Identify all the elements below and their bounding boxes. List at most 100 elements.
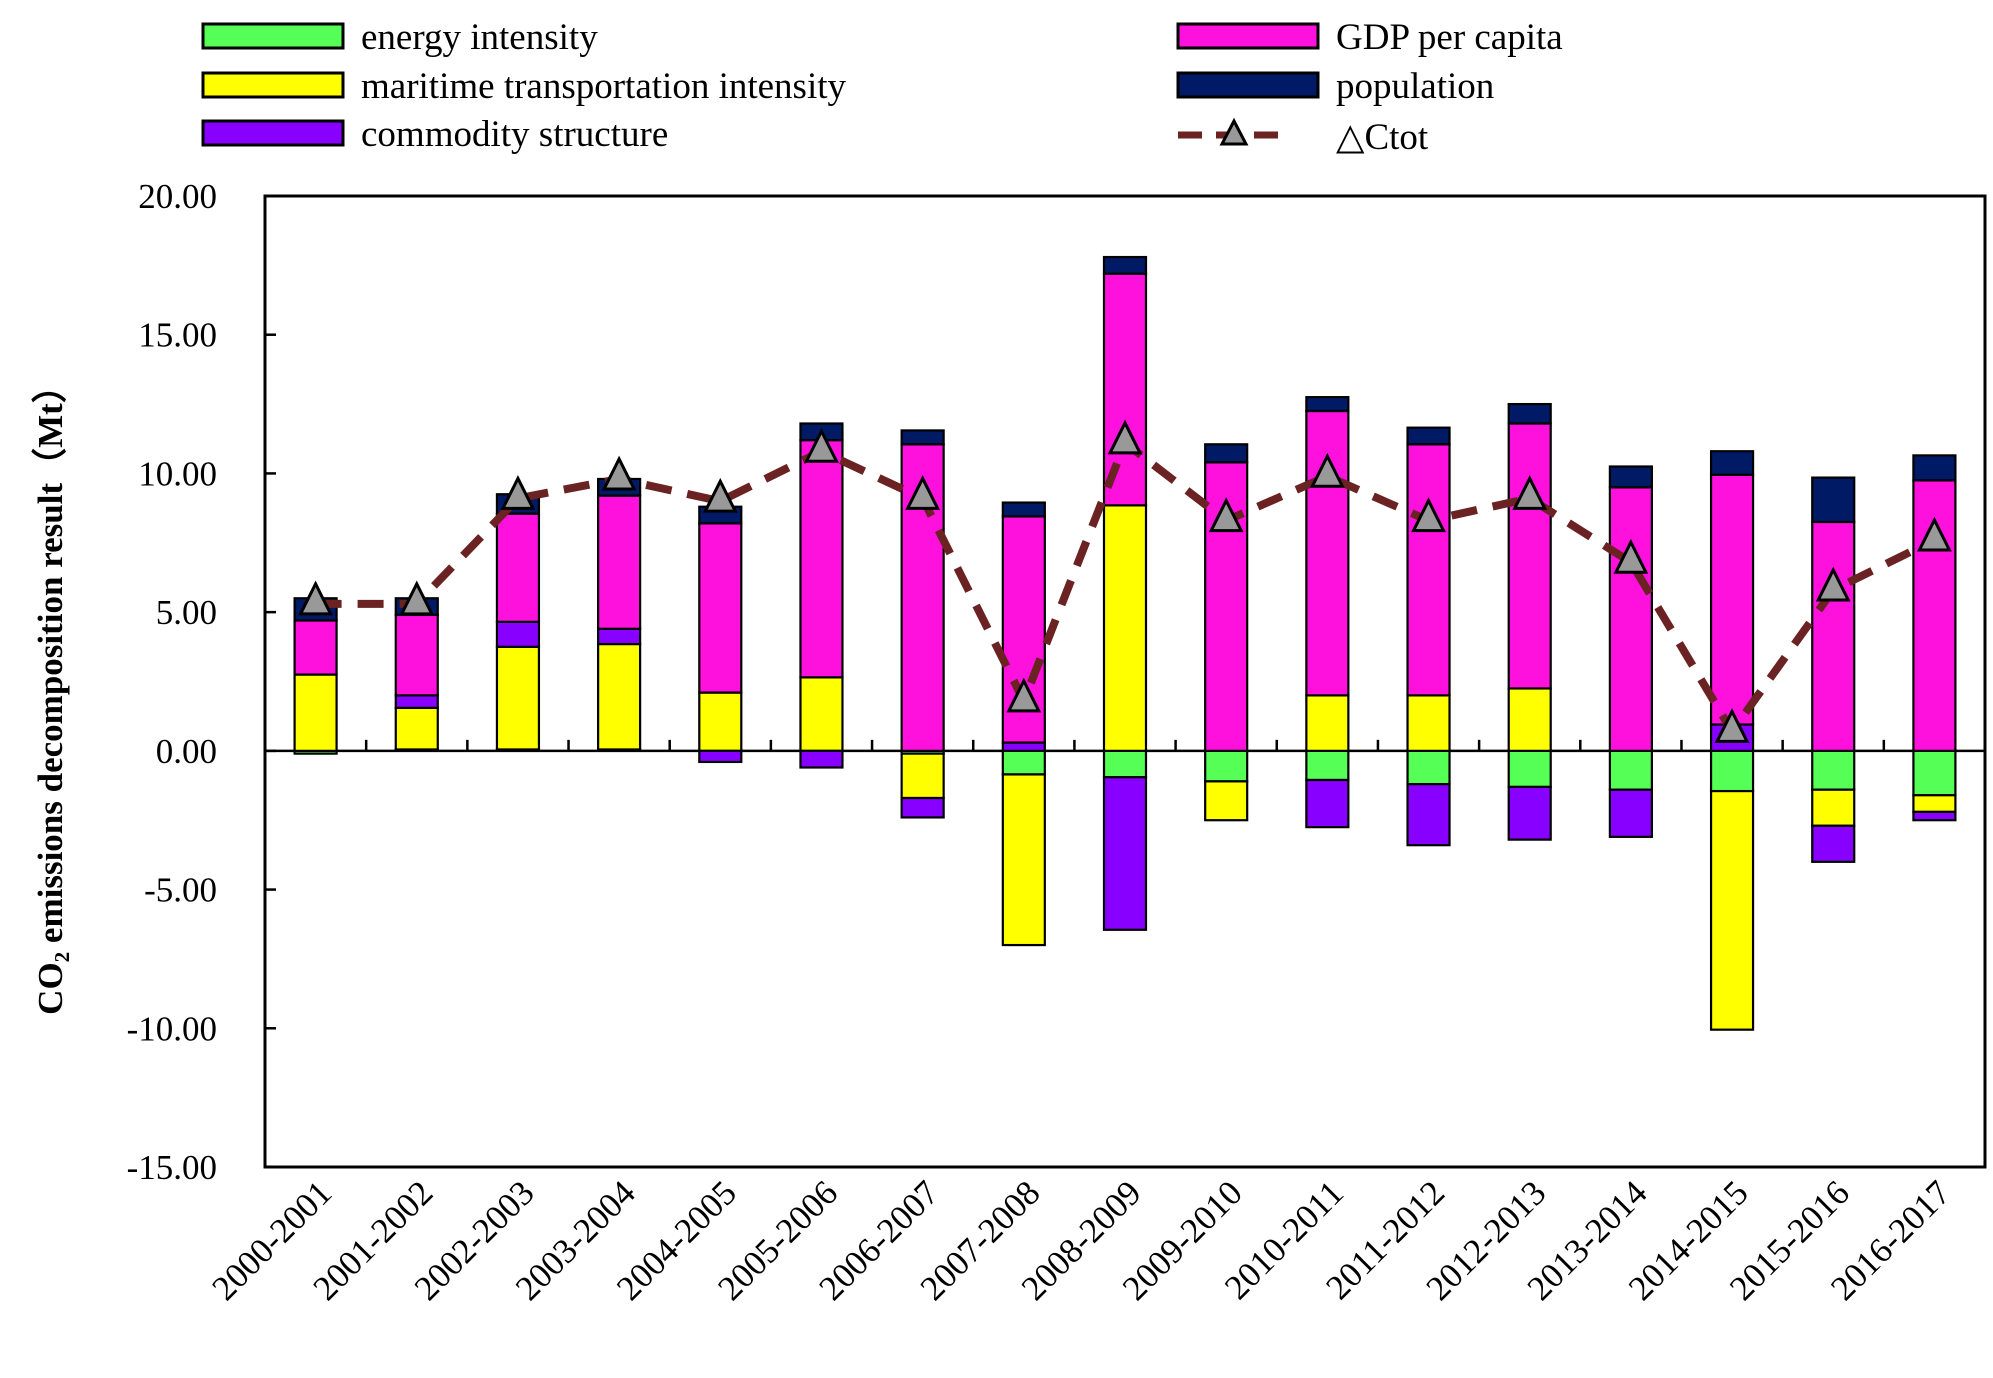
bar-energy-intensity-2012-2013	[1507, 749, 1552, 789]
bar-maritime-transportation-intensity-2000-2001	[293, 673, 338, 752]
legend-label-commodity-structure: commodity structure	[361, 114, 668, 155]
bar-commodity-structure-2001-2002	[394, 694, 439, 709]
y-tick-label: 15.00	[138, 316, 217, 355]
bar-GDP-per-capita-2002-2003	[495, 512, 541, 623]
ctot-marker-2001-2002	[399, 580, 435, 616]
bar-population-2006-2007	[900, 429, 945, 446]
bar-maritime-transportation-intensity-2009-2010	[1204, 780, 1249, 822]
bar-commodity-structure-2008-2009	[1102, 776, 1148, 931]
bar-energy-intensity-2013-2014	[1608, 749, 1653, 791]
y-tick-label: 20.00	[138, 177, 217, 216]
ctot-marker-2011-2012	[1411, 497, 1446, 533]
ctot-marker-2014-2015	[1714, 708, 1750, 743]
bar-commodity-structure-2016-2017	[1912, 810, 1957, 822]
bar-maritime-transportation-intensity-2007-2008	[1001, 773, 1046, 947]
legend-swatch-maritime-transportation-intensity	[201, 71, 345, 99]
y-axis-title-layer: CO₂ emissions decomposition result（Mt）	[31, 368, 70, 1015]
y-tick-label: -10.00	[127, 1009, 217, 1048]
bar-commodity-structure-2007-2008	[1001, 741, 1046, 752]
bar-population-2016-2017	[1912, 454, 1957, 482]
bar-population-2015-2016	[1811, 476, 1856, 524]
y-axis-title: CO₂ emissions decomposition result（Mt）	[31, 368, 70, 1015]
bar-population-2011-2012	[1406, 426, 1451, 446]
ctot-marker-2013-2014	[1613, 538, 1649, 574]
bar-GDP-per-capita-2014-2015	[1709, 473, 1755, 726]
bar-commodity-structure-2003-2004	[597, 627, 642, 646]
bar-GDP-per-capita-2005-2006	[799, 439, 844, 679]
bar-energy-intensity-2007-2008	[1001, 749, 1046, 776]
bar-GDP-per-capita-2013-2014	[1608, 486, 1653, 752]
ctot-marker-2010-2011	[1309, 452, 1345, 488]
bar-commodity-structure-2011-2012	[1406, 783, 1451, 847]
ctot-marker-2004-2005	[702, 477, 738, 513]
y-tick-label: 0.00	[156, 732, 217, 771]
bar-maritime-transportation-intensity-2006-2007	[900, 752, 945, 800]
bar-commodity-structure-2015-2016	[1811, 824, 1856, 863]
bar-maritime-transportation-intensity-2008-2009	[1102, 504, 1148, 752]
bar-maritime-transportation-intensity-2002-2003	[495, 645, 541, 751]
bar-population-2010-2011	[1305, 396, 1350, 413]
ctot-marker-2002-2003	[500, 475, 536, 510]
ctot-marker-2008-2009	[1107, 419, 1143, 455]
bar-energy-intensity-2008-2009	[1102, 749, 1148, 779]
legend-swatch-ctot-marker	[1219, 117, 1249, 146]
bar-population-2013-2014	[1608, 465, 1653, 489]
ctot-marker-2009-2010	[1208, 497, 1244, 533]
legend-swatch-commodity-structure	[201, 119, 345, 147]
bar-population-2008-2009	[1102, 255, 1148, 275]
ctot-marker-2007-2008	[1006, 677, 1042, 713]
bar-energy-intensity-2010-2011	[1305, 749, 1350, 782]
bar-GDP-per-capita-2004-2005	[698, 522, 743, 694]
y-tick-label: 10.00	[138, 454, 217, 493]
ctot-marker-2005-2006	[804, 427, 839, 463]
plot-frame	[263, 194, 1987, 1169]
bar-maritime-transportation-intensity-2014-2015	[1709, 789, 1755, 1031]
y-tick-label: -15.00	[127, 1148, 217, 1187]
bar-energy-intensity-2016-2017	[1912, 749, 1957, 797]
legend-swatch-GDP-per-capita	[1176, 22, 1320, 50]
legend: energy intensity maritime transportation …	[201, 17, 1563, 158]
ctot-line-layer	[298, 419, 1952, 743]
bar-maritime-transportation-intensity-2011-2012	[1406, 694, 1451, 752]
y-tick-label: -5.00	[144, 871, 217, 910]
bar-maritime-transportation-intensity-2015-2016	[1811, 788, 1856, 827]
bar-GDP-per-capita-2000-2001	[293, 619, 338, 676]
bar-commodity-structure-2002-2003	[495, 620, 541, 648]
bar-GDP-per-capita-2003-2004	[597, 494, 642, 630]
legend-label-GDP-per-capita: GDP per capita	[1336, 17, 1563, 58]
ctot-marker-2016-2017	[1916, 516, 1952, 552]
bar-commodity-structure-2006-2007	[900, 796, 945, 819]
bar-maritime-transportation-intensity-2005-2006	[799, 676, 844, 752]
bar-population-2014-2015	[1709, 450, 1755, 476]
ctot-marker-2012-2013	[1512, 475, 1548, 510]
y-tick-label: 5.00	[156, 593, 217, 632]
bar-maritime-transportation-intensity-2003-2004	[597, 642, 642, 751]
bar-commodity-structure-2010-2011	[1305, 778, 1350, 829]
bar-GDP-per-capita-2015-2016	[1811, 520, 1856, 752]
bar-maritime-transportation-intensity-2001-2002	[394, 706, 439, 751]
legend-swatch-population	[1176, 71, 1320, 99]
bars	[293, 255, 1957, 1031]
bar-energy-intensity-2014-2015	[1709, 749, 1755, 793]
ctot-marker-2015-2016	[1815, 566, 1851, 602]
bar-population-2007-2008	[1001, 501, 1046, 518]
bar-maritime-transportation-intensity-2012-2013	[1507, 687, 1552, 752]
bar-population-2009-2010	[1204, 443, 1249, 464]
bar-maritime-transportation-intensity-2004-2005	[698, 691, 743, 752]
bar-maritime-transportation-intensity-2010-2011	[1305, 694, 1350, 752]
bar-energy-intensity-2009-2010	[1204, 749, 1249, 783]
bar-GDP-per-capita-2001-2002	[394, 613, 439, 697]
legend-label-energy-intensity: energy intensity	[361, 17, 598, 58]
bar-energy-intensity-2011-2012	[1406, 749, 1451, 786]
legend-label-ctot: △Ctot	[1336, 117, 1429, 158]
legend-label-maritime-transportation-intensity: maritime transportation intensity	[361, 66, 847, 107]
ctot-marker-2000-2001	[298, 580, 334, 616]
bar-GDP-per-capita-2011-2012	[1406, 443, 1451, 697]
ctot-marker-2006-2007	[905, 475, 941, 510]
bar-commodity-structure-2013-2014	[1608, 788, 1653, 838]
legend-label-population: population	[1336, 66, 1494, 107]
bar-GDP-per-capita-2012-2013	[1507, 422, 1552, 690]
bar-energy-intensity-2015-2016	[1811, 749, 1856, 791]
bar-commodity-structure-2004-2005	[698, 749, 743, 764]
